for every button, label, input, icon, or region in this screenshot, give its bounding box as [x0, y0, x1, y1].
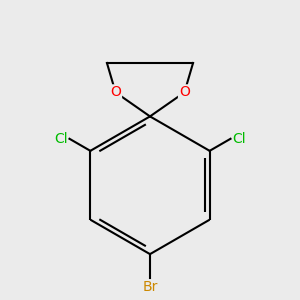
- Text: Br: Br: [142, 280, 158, 294]
- Text: O: O: [179, 85, 190, 99]
- Text: O: O: [110, 85, 121, 99]
- Text: Cl: Cl: [54, 132, 68, 146]
- Text: Cl: Cl: [232, 132, 246, 146]
